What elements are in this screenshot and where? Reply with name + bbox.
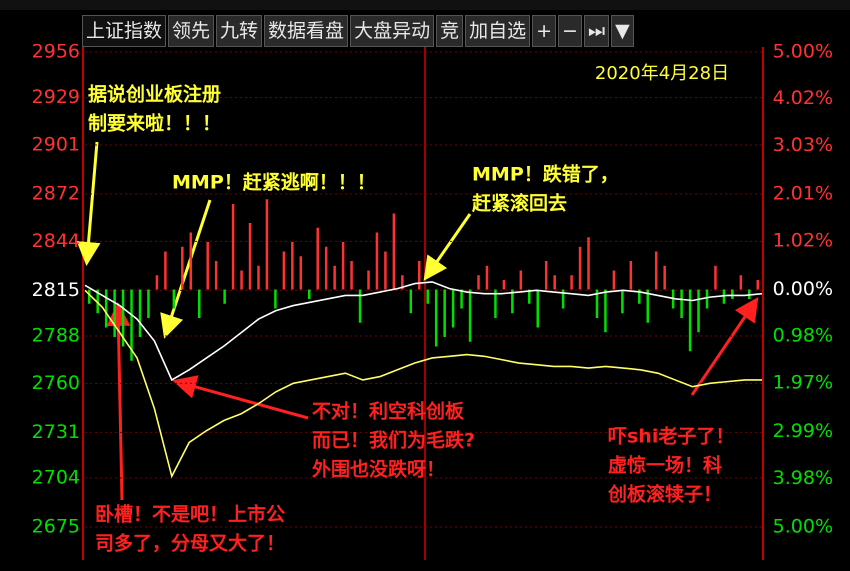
y-tick-label: 2815 — [32, 279, 80, 301]
y2-tick-label: 0.98% — [773, 325, 833, 347]
y2-tick-label: 3.03% — [773, 134, 833, 156]
toolbar-tab[interactable]: 加自选 — [465, 15, 531, 47]
annotation: MMP！赶紧逃啊！！！ — [172, 171, 376, 194]
annotation: 虚惊一场！科 — [608, 454, 722, 477]
toolbar-tab[interactable]: 数据看盘 — [264, 15, 349, 47]
y-tick-label: 2704 — [32, 466, 80, 488]
y-tick-label: 2872 — [32, 182, 80, 204]
toolbar-tab[interactable]: ⏭ — [583, 15, 610, 47]
annotation: 据说创业板注册 — [88, 83, 221, 106]
y2-tick-label: 3.98% — [773, 467, 833, 489]
annotation: 赶紧滚回去 — [471, 192, 567, 215]
annotation: 制要来啦！！！ — [88, 112, 221, 135]
y2-tick-label: 0.00% — [773, 278, 833, 300]
y-tick-label: 2956 — [32, 41, 80, 63]
annotation: 创板滚犊子！ — [607, 483, 722, 506]
annotation: 吓shi老子了！ — [608, 425, 734, 448]
toolbar: 上证指数 领先 九转 数据看盘 大盘异动竞加自选 + − ⏭ ▼ — [82, 15, 636, 47]
toolbar-tab[interactable]: 大盘异动 — [350, 15, 435, 47]
toolbar-tab[interactable]: + — [532, 15, 557, 47]
y-tick-label: 2844 — [32, 230, 80, 252]
annotation: 司多了，分母又大了！ — [95, 532, 285, 555]
y-tick-label: 2901 — [32, 133, 80, 155]
toolbar-tab[interactable]: 领先 — [168, 15, 215, 47]
annotation: 不对！利空科创板 — [312, 400, 465, 423]
y2-tick-label: 4.02% — [773, 87, 833, 109]
annotation: 外围也没跌呀！ — [312, 458, 445, 481]
y2-tick-label: 2.01% — [773, 183, 833, 205]
annotation: 卧槽！不是吧！上市公 — [95, 503, 285, 526]
y2-tick-label: 5.00% — [773, 516, 833, 538]
top-strip — [0, 0, 850, 10]
toolbar-tab[interactable]: − — [558, 15, 582, 47]
y-tick-label: 2675 — [32, 516, 80, 538]
y-tick-label: 2788 — [32, 324, 80, 346]
y-tick-label: 2929 — [32, 86, 80, 108]
y2-tick-label: 1.02% — [773, 230, 833, 252]
price-line — [84, 289, 762, 479]
toolbar-tab[interactable]: 九转 — [216, 15, 263, 47]
y2-tick-label: 1.97% — [773, 372, 833, 394]
toolbar-tab[interactable]: ▼ — [611, 15, 634, 47]
y-tick-label: 2760 — [32, 372, 80, 394]
annotation: 而已！我们为毛跌? — [312, 429, 475, 452]
date: 2020年4月28日 — [595, 63, 729, 84]
toolbar-tab[interactable]: 竞 — [436, 15, 464, 47]
toolbar-tab[interactable]: 上证指数 — [82, 15, 167, 47]
y2-tick-label: 5.00% — [773, 41, 833, 63]
y-tick-label: 2731 — [32, 421, 80, 443]
arrows — [76, 141, 759, 501]
y2-tick-label: 2.99% — [773, 420, 833, 442]
price-line — [84, 281, 763, 382]
annotation: MMP！跌错了， — [472, 163, 619, 186]
